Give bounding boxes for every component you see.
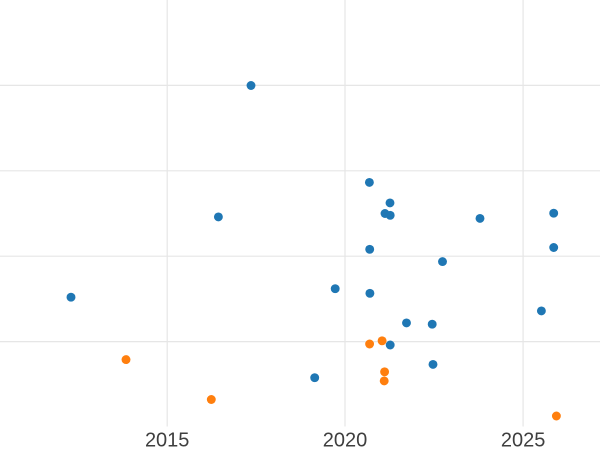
svg-text:2015: 2015 [145, 430, 190, 450]
svg-text:2025: 2025 [501, 430, 546, 450]
svg-text:2020: 2020 [323, 430, 368, 450]
